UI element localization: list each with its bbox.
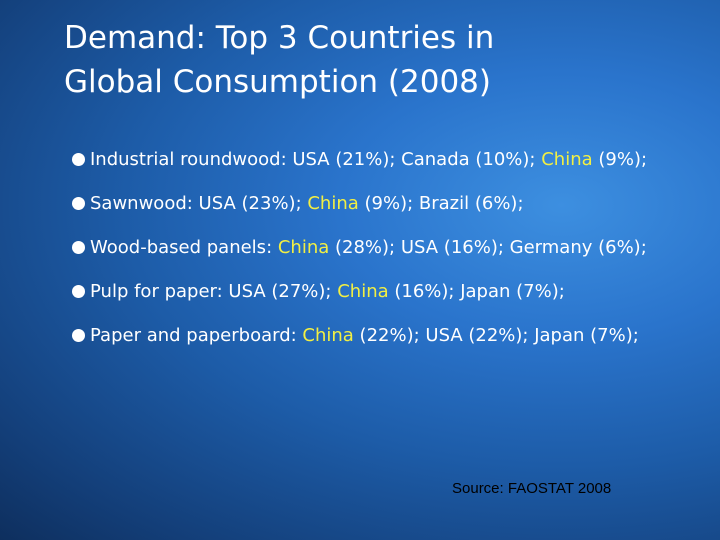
bullet-label: Pulp for paper: bbox=[90, 281, 229, 302]
highlight-country: China bbox=[277, 237, 330, 258]
slide-title: Demand: Top 3 Countries in Global Consum… bbox=[64, 16, 644, 104]
bullet-label: Wood-based panels: bbox=[90, 237, 278, 258]
bullet-industrial-roundwood: Industrial roundwood: USA (21%); Canada … bbox=[72, 146, 692, 173]
bullet-dot-icon bbox=[72, 153, 85, 166]
bullet-label: Industrial roundwood: bbox=[90, 149, 293, 170]
bullet-wood-based-panels: Wood-based panels: China (28%); USA (16%… bbox=[72, 234, 692, 261]
bullet-text: USA (23%); bbox=[198, 193, 308, 214]
highlight-country: China bbox=[541, 149, 593, 170]
source-citation: Source: FAOSTAT 2008 bbox=[452, 480, 612, 497]
bullet-dot-icon bbox=[72, 197, 85, 210]
bullet-pulp-for-paper: Pulp for paper: USA (27%); China (16%); … bbox=[72, 278, 692, 305]
highlight-country: China bbox=[337, 281, 389, 302]
bullet-text: (16%); Japan (7%); bbox=[388, 281, 565, 302]
title-line-2: Global Consumption (2008) bbox=[64, 64, 491, 100]
bullet-paper-and-paperboard: Paper and paperboard: China (22%); USA (… bbox=[72, 322, 692, 349]
bullet-text: (22%); USA (22%); Japan (7%); bbox=[353, 325, 639, 346]
bullet-label: Paper and paperboard: bbox=[90, 325, 303, 346]
bullet-text: USA (27%); bbox=[228, 281, 338, 302]
title-line-1: Demand: Top 3 Countries in bbox=[64, 20, 495, 56]
highlight-country: China bbox=[302, 325, 354, 346]
bullet-text: (9%); Brazil (6%); bbox=[358, 193, 524, 214]
bullet-dot-icon bbox=[72, 329, 85, 342]
bullet-dot-icon bbox=[72, 285, 85, 298]
bullet-sawnwood: Sawnwood: USA (23%); China (9%); Brazil … bbox=[72, 190, 692, 217]
bullet-list: Industrial roundwood: USA (21%); Canada … bbox=[72, 146, 692, 366]
bullet-label: Sawnwood: bbox=[90, 193, 199, 214]
bullet-text: USA (21%); Canada (10%); bbox=[292, 149, 542, 170]
bullet-text: (9%); bbox=[592, 149, 648, 170]
highlight-country: China bbox=[307, 193, 359, 214]
bullet-dot-icon bbox=[72, 241, 85, 254]
bullet-text: (28%); USA (16%); Germany (6%); bbox=[329, 237, 647, 258]
